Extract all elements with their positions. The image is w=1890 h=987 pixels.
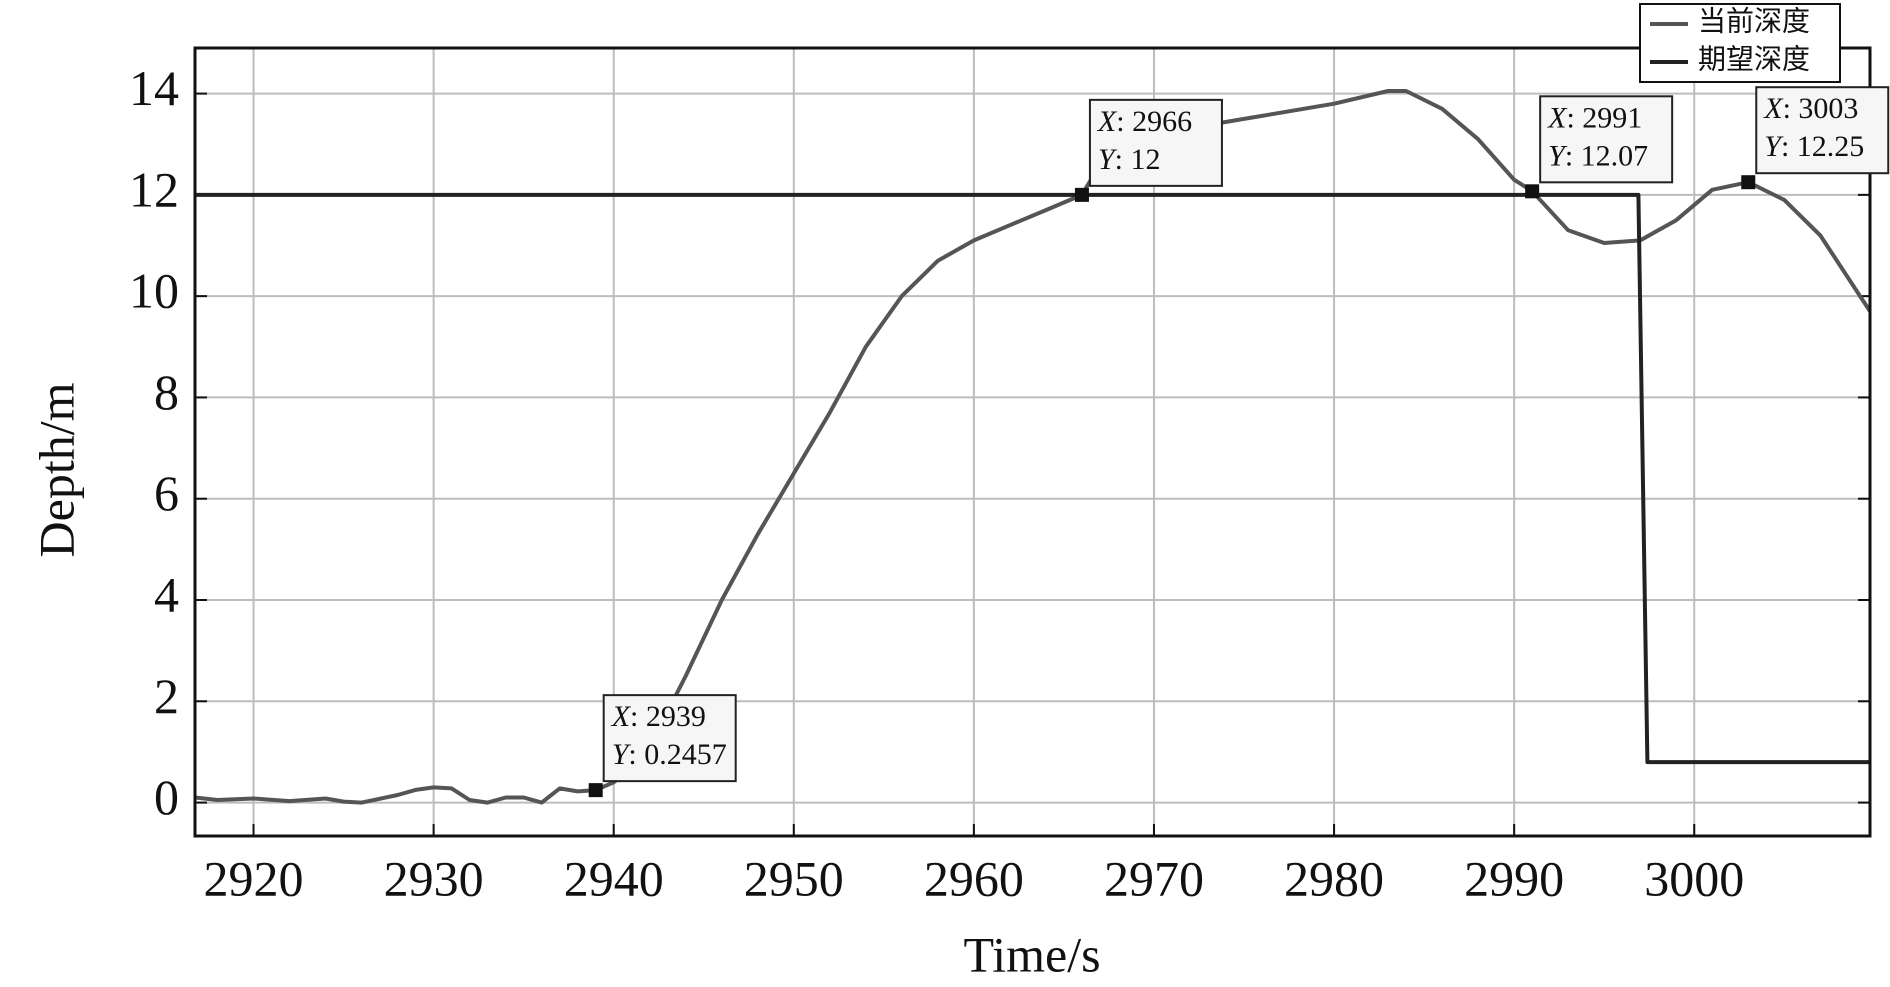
datatip-box	[1539, 95, 1674, 184]
x-tick-label: 3000	[1644, 850, 1744, 906]
x-tick-label: 2940	[564, 850, 664, 906]
datatip-key: X	[611, 700, 632, 733]
datatip-box	[1755, 86, 1890, 175]
datatip-value: : 2991	[1566, 101, 1642, 134]
y-tick-label: 12	[129, 161, 179, 217]
datatip-key: X	[1547, 101, 1568, 134]
datatip-key: X	[1763, 92, 1784, 125]
datatip-box	[602, 694, 737, 783]
datatip-text: Y: 12.07	[1548, 139, 1648, 172]
y-tick-label: 4	[154, 566, 179, 622]
y-axis-title: Depth/m	[28, 382, 84, 557]
series-line	[195, 89, 1870, 805]
series-line	[195, 192, 1870, 765]
datatip-key: X	[1097, 105, 1118, 138]
legend-label: 当前深度	[1698, 5, 1810, 37]
x-tick-label: 2980	[1284, 850, 1384, 906]
datatip-text: X: 2966	[1097, 105, 1192, 138]
x-tick-label: 2990	[1464, 850, 1564, 906]
datatip-text: X: 2991	[1547, 101, 1642, 134]
y-tick-label: 0	[154, 769, 179, 825]
datatip-value: : 0.2457	[628, 738, 726, 771]
legend-label: 期望深度	[1698, 43, 1810, 75]
plot-frame	[193, 46, 1872, 838]
y-tick-label: 10	[129, 263, 179, 319]
datatip-key: Y	[1098, 143, 1118, 176]
y-tick-label: 8	[154, 364, 179, 420]
x-tick-label: 2920	[204, 850, 304, 906]
datatip-marker	[1741, 175, 1756, 190]
datatip-marker	[1525, 184, 1540, 199]
datatip-marker	[1074, 187, 1089, 202]
datatip-text: Y: 12.25	[1764, 130, 1864, 163]
y-tick-label: 14	[129, 60, 179, 116]
datatip-marker	[588, 783, 603, 798]
datatip-value: : 3003	[1783, 92, 1859, 125]
datatip-value: : 12.25	[1781, 130, 1864, 163]
datatip-key: Y	[612, 738, 632, 771]
x-tick-label: 2950	[744, 850, 844, 906]
datatip-value: : 2966	[1116, 105, 1192, 138]
x-tick-label: 2970	[1104, 850, 1204, 906]
datatip-text: Y: 12	[1098, 143, 1161, 176]
x-tick-label: 2930	[384, 850, 484, 906]
datatip-text: X: 3003	[1763, 92, 1858, 125]
datatip-key: Y	[1548, 139, 1568, 172]
y-tick-label: 6	[154, 465, 179, 521]
datatip-key: Y	[1764, 130, 1784, 163]
datatip-value: : 12.07	[1565, 139, 1648, 172]
datatip-value: : 12	[1115, 143, 1161, 176]
datatip-text: Y: 0.2457	[612, 738, 727, 771]
x-tick-label: 2960	[924, 850, 1024, 906]
x-axis-title: Time/s	[963, 926, 1100, 982]
legend-box	[1639, 3, 1841, 83]
datatip-value: : 2939	[630, 700, 706, 733]
datatip-box	[1088, 98, 1223, 187]
datatip-text: X: 2939	[611, 700, 706, 733]
y-tick-label: 2	[154, 668, 179, 724]
